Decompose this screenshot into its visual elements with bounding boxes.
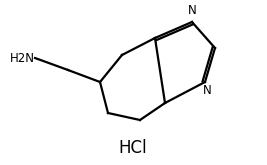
Text: HCl: HCl	[119, 139, 147, 157]
Text: H2N: H2N	[10, 51, 35, 65]
Text: N: N	[188, 3, 196, 16]
Text: N: N	[203, 83, 211, 97]
